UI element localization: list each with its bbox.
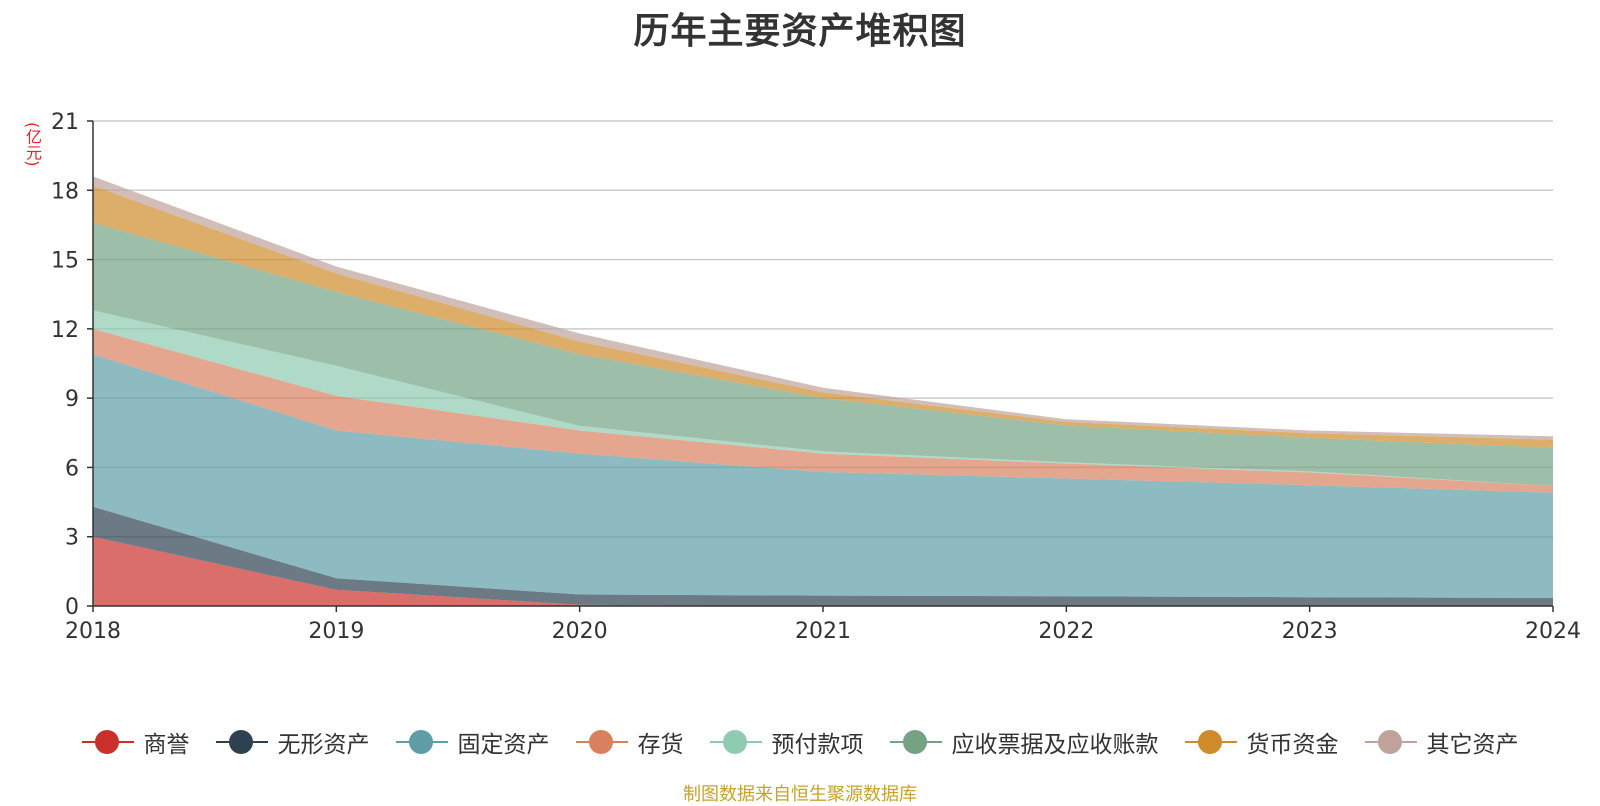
- chart-title: 历年主要资产堆积图: [633, 11, 967, 52]
- y-axis-unit-label: (亿元): [23, 122, 42, 167]
- y-tick-label: 15: [51, 249, 79, 274]
- legend-swatch-icon: [1184, 728, 1237, 756]
- legend-item[interactable]: 存货: [575, 725, 684, 759]
- y-tick-label: 18: [51, 179, 79, 204]
- area-series-3: [93, 354, 1553, 598]
- legend-swatch-icon: [1364, 728, 1417, 756]
- area-series-6: [93, 222, 1553, 486]
- legend-item[interactable]: 货币资金: [1184, 725, 1339, 759]
- legend-swatch-icon: [395, 728, 448, 756]
- legend-swatch-icon: [709, 728, 762, 756]
- legend-swatch-icon: [81, 728, 134, 756]
- area-series-4: [93, 328, 1553, 493]
- legend-item[interactable]: 商誉: [81, 725, 190, 759]
- x-tick-label: 2023: [1282, 619, 1338, 644]
- legend-item[interactable]: 固定资产: [395, 725, 550, 759]
- legend-label: 其它资产: [1426, 732, 1519, 758]
- chart-legend: 商誉 无形资产 固定资产 存货 预付款项 应收票据及应收账款 货币资金 其它资产: [0, 720, 1600, 764]
- y-tick-label: 12: [51, 318, 79, 343]
- area-series-7: [93, 185, 1553, 448]
- legend-label: 货币资金: [1246, 732, 1339, 758]
- area-series-1: [93, 536, 1553, 606]
- x-tick-label: 2022: [1038, 619, 1094, 644]
- y-tick-label: 6: [65, 456, 79, 481]
- legend-label: 无形资产: [277, 732, 370, 758]
- x-tick-label: 2024: [1525, 619, 1581, 644]
- data-source-footer: 制图数据来自恒生聚源数据库: [683, 784, 917, 805]
- legend-label: 固定资产: [457, 732, 550, 758]
- x-tick-label: 2018: [65, 619, 121, 644]
- legend-swatch-icon: [575, 728, 628, 756]
- legend-label: 存货: [637, 732, 684, 758]
- legend-label: 应收票据及应收账款: [951, 732, 1159, 758]
- y-tick-label: 0: [65, 595, 79, 620]
- x-tick-label: 2019: [308, 619, 364, 644]
- legend-item[interactable]: 无形资产: [215, 725, 370, 759]
- y-tick-label: 21: [51, 110, 79, 135]
- legend-label: 商誉: [143, 732, 190, 758]
- area-series-5: [93, 310, 1553, 486]
- y-tick-label: 9: [65, 387, 79, 412]
- legend-swatch-icon: [889, 728, 942, 756]
- legend-item[interactable]: 应收票据及应收账款: [889, 725, 1159, 759]
- legend-swatch-icon: [215, 728, 268, 756]
- legend-label: 预付款项: [771, 732, 864, 758]
- legend-item[interactable]: 其它资产: [1364, 725, 1519, 759]
- y-tick-label: 3: [65, 526, 79, 551]
- x-tick-label: 2021: [795, 619, 851, 644]
- x-tick-label: 2020: [552, 619, 608, 644]
- legend-item[interactable]: 预付款项: [709, 725, 864, 759]
